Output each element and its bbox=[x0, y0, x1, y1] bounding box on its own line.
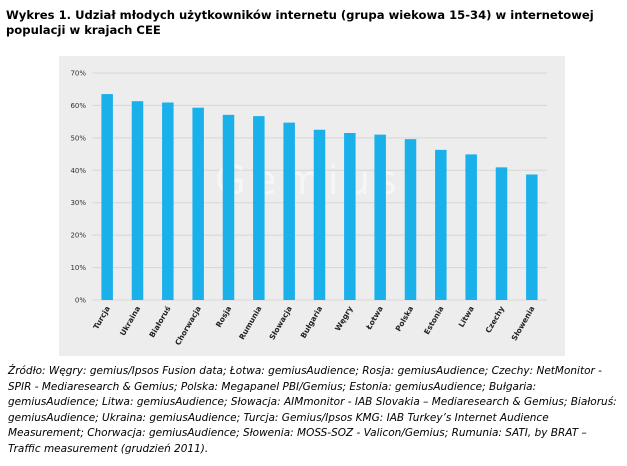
chart-panel: Gemius 0% 10% 20% 30% 40% 50% 60% 70% Turcja Ukra… bbox=[59, 56, 565, 356]
bar-5 bbox=[222, 114, 235, 300]
bar-15 bbox=[526, 174, 538, 300]
y-tick-label: 70% bbox=[70, 70, 86, 78]
bar-11 bbox=[404, 139, 417, 300]
bar-13 bbox=[465, 154, 477, 300]
y-tick-label: 60% bbox=[70, 102, 86, 110]
bar-chart: Gemius 0%10%20%30%40%50%60%70%Turcja Ukra… bbox=[59, 56, 565, 356]
bar-8 bbox=[313, 129, 326, 300]
y-tick-label: 40% bbox=[70, 167, 86, 175]
bar-2 bbox=[131, 101, 144, 300]
bar-10 bbox=[374, 134, 386, 300]
y-tick-label: 0% bbox=[75, 297, 86, 305]
y-tick-label: 30% bbox=[70, 199, 86, 207]
bar-7 bbox=[283, 122, 295, 300]
bar-6 bbox=[253, 116, 265, 300]
source-note: Źródło: Węgry: gemius/Ipsos Fusion data;… bbox=[8, 365, 617, 455]
bar-9 bbox=[344, 132, 356, 300]
bar-12 bbox=[435, 149, 447, 300]
y-tick-label: 20% bbox=[70, 232, 86, 240]
y-tick-label: 10% bbox=[70, 264, 86, 272]
bar-4 bbox=[192, 107, 204, 300]
bar-3 bbox=[162, 102, 174, 300]
bar-1 bbox=[101, 94, 113, 300]
plot-background bbox=[59, 56, 565, 356]
bar-14 bbox=[495, 167, 508, 300]
chart-title: Wykres 1. Udział młodych użytkowników in… bbox=[6, 8, 594, 37]
y-tick-label: 50% bbox=[70, 134, 86, 142]
watermark: Gemius bbox=[215, 158, 403, 204]
